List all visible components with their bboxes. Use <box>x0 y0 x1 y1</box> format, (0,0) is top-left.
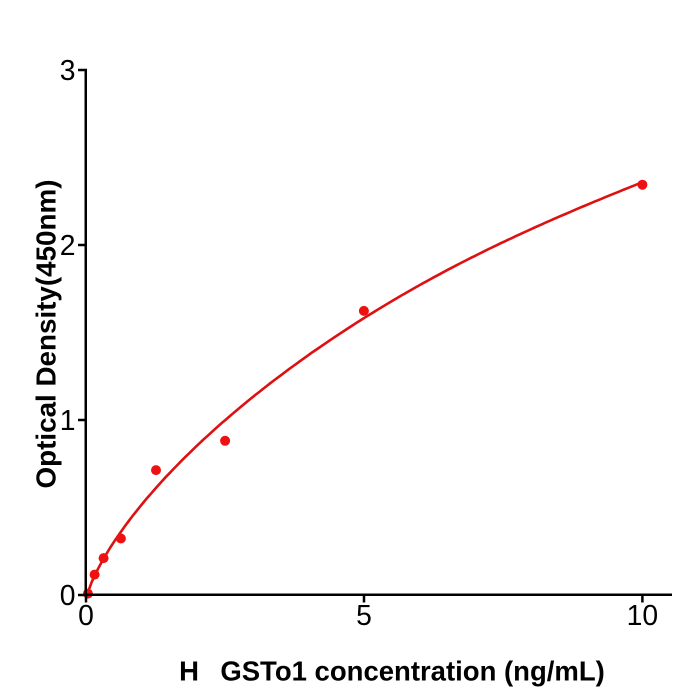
svg-text:2: 2 <box>60 229 76 261</box>
svg-text:1: 1 <box>60 404 76 436</box>
svg-text:5: 5 <box>356 599 372 631</box>
svg-text:3: 3 <box>60 54 76 86</box>
svg-text:H GSTo1 concentration (ng/mL): H GSTo1 concentration (ng/mL) <box>179 656 605 687</box>
svg-text:0: 0 <box>78 599 94 631</box>
svg-text:10: 10 <box>627 599 658 631</box>
svg-text:0: 0 <box>60 579 76 611</box>
svg-text:Optical Density(450nm): Optical Density(450nm) <box>31 180 62 489</box>
